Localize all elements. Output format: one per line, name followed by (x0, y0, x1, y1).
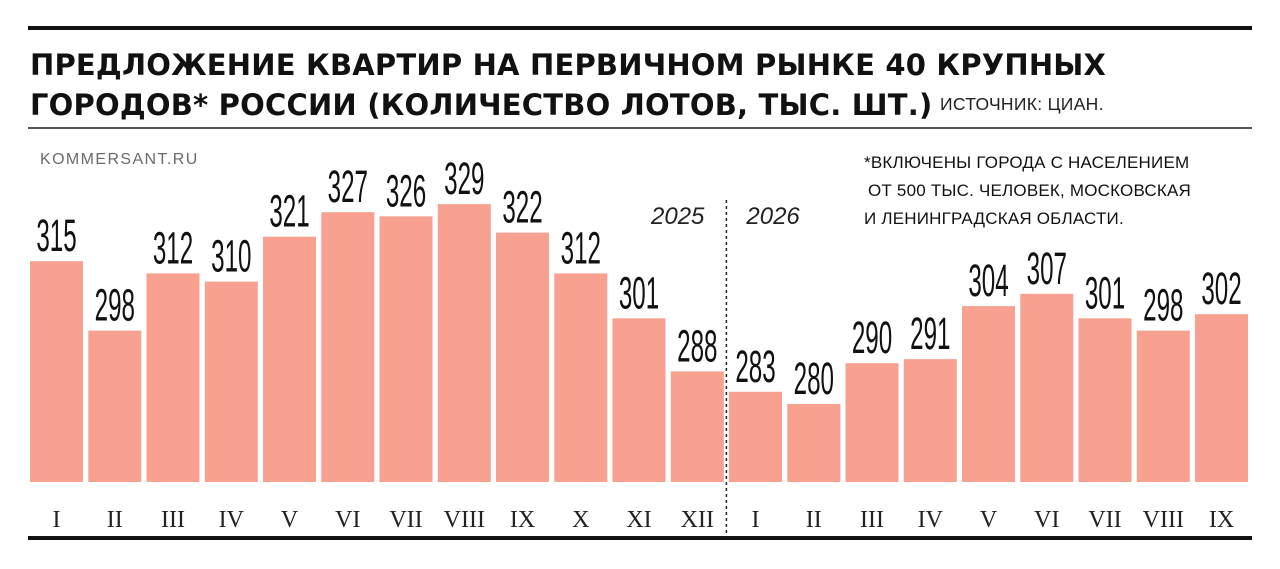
category-label: XI (626, 507, 651, 533)
bar (1195, 314, 1248, 482)
category-label: IV (219, 507, 245, 533)
brand-label: KOMMERSANT.RU (40, 151, 199, 168)
bar-value-label: 301 (619, 267, 659, 318)
bar (1020, 293, 1074, 482)
category-label: VII (1088, 507, 1121, 533)
footnote-line-1: *ВКЛЮЧЕНЫ ГОРОДА С НАСЕЛЕНИЕМ (864, 153, 1190, 172)
category-label: III (860, 507, 884, 533)
year-label: 2025 (650, 203, 705, 230)
bar-value-label: 290 (852, 312, 892, 363)
bar-value-label: 315 (36, 210, 76, 261)
bar (263, 236, 316, 482)
bar (729, 391, 782, 482)
bar-value-label: 312 (153, 222, 193, 273)
bar-value-label: 310 (211, 231, 251, 282)
footnote-line-3: И ЛЕНИНГРАДСКАЯ ОБЛАСТИ. (864, 209, 1124, 228)
year-label: 2026 (745, 203, 800, 230)
category-label: IX (510, 507, 535, 533)
bar (670, 371, 724, 482)
category-label: VI (335, 507, 360, 533)
category-label: I (752, 507, 760, 533)
bar-value-label: 307 (1027, 243, 1067, 294)
bar (962, 306, 1015, 482)
category-label: IV (918, 507, 944, 533)
category-label: VI (1034, 507, 1059, 533)
bar (204, 281, 258, 482)
chart-title-line-2: ГОРОДОВ* РОССИИ (КОЛИЧЕСТВО ЛОТОВ, ТЫС. … (30, 88, 933, 122)
bar-value-label: 321 (269, 186, 309, 237)
category-label: V (980, 507, 998, 533)
bar-value-label: 302 (1201, 263, 1241, 314)
category-label: X (572, 507, 589, 533)
bar (437, 204, 491, 482)
category-label: VIII (444, 507, 485, 533)
bar-value-label: 304 (968, 255, 1008, 306)
bar-value-label: 329 (444, 153, 484, 204)
bar (1078, 318, 1132, 482)
category-label: I (53, 507, 61, 533)
top-rule (28, 26, 1252, 30)
footnote-line-2: ОТ 500 ТЫС. ЧЕЛОВЕК, МОСКОВСКАЯ (868, 181, 1192, 200)
bar (612, 318, 666, 482)
category-label: VII (389, 507, 422, 533)
header-rule (28, 127, 1252, 129)
bottom-rule (28, 536, 1252, 540)
category-label: IX (1209, 507, 1234, 533)
bar (845, 363, 899, 482)
bar-value-label: 326 (386, 165, 426, 216)
bar (30, 261, 83, 482)
bar-value-label: 283 (735, 341, 775, 392)
bar (496, 232, 549, 482)
bar-value-label: 298 (95, 280, 135, 331)
category-label: XII (681, 507, 714, 533)
category-label: V (281, 507, 299, 533)
bar (554, 273, 608, 482)
category-label: II (107, 507, 123, 533)
bar (903, 359, 957, 482)
bar (321, 212, 375, 482)
bar-value-label: 291 (910, 308, 950, 359)
bar (379, 216, 433, 483)
bar (146, 273, 200, 482)
bar (787, 404, 841, 482)
category-label: VIII (1143, 507, 1184, 533)
bar-value-label: 280 (794, 353, 834, 404)
chart-title-line-1: ПРЕДЛОЖЕНИЕ КВАРТИР НА ПЕРВИЧНОМ РЫНКЕ 4… (30, 48, 1107, 82)
bar-value-label: 288 (677, 320, 717, 371)
source-note: ИСТОЧНИК: ЦИАН. (940, 94, 1104, 114)
bar-value-label: 301 (1085, 267, 1125, 318)
category-label: II (806, 507, 822, 533)
bar-value-label: 298 (1143, 280, 1183, 331)
bar-value-label: 327 (328, 161, 368, 212)
bar (1136, 330, 1190, 482)
bar-value-label: 322 (502, 182, 542, 233)
bar (88, 330, 142, 482)
bar-value-label: 312 (561, 222, 601, 273)
category-label: III (161, 507, 185, 533)
footnote: *ВКЛЮЧЕНЫ ГОРОДА С НАСЕЛЕНИЕМ ОТ 500 ТЫС… (864, 149, 1191, 233)
